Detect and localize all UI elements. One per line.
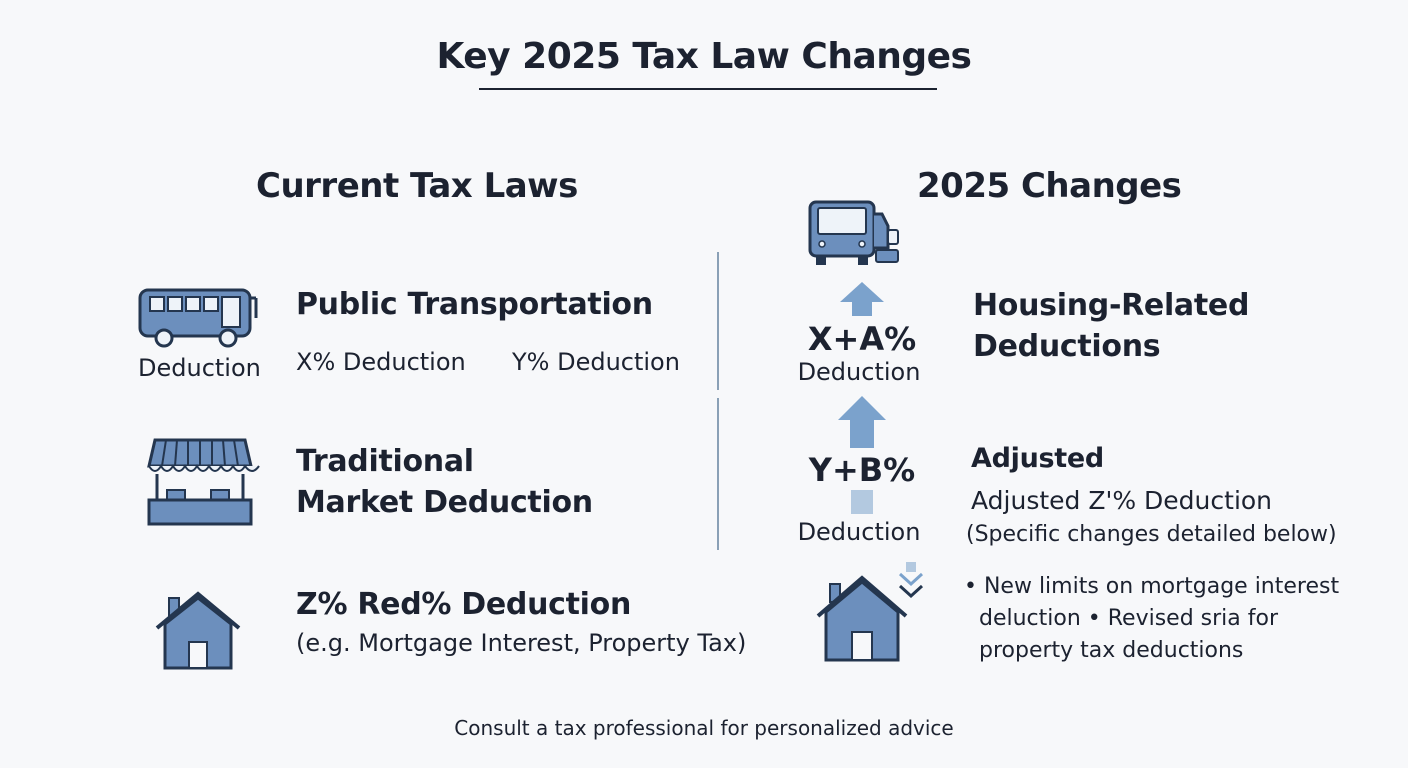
arrow-stem-light (851, 490, 873, 514)
housing-related-heading: Housing-Related Deductions (973, 285, 1249, 367)
y-plus-b-caption: Deduction (797, 518, 921, 546)
bus-icon (138, 288, 258, 348)
housing-changes-line-3: property tax deductions (979, 638, 1244, 663)
x-plus-a-caption: Deduction (797, 358, 921, 386)
housing-related-line-1: Housing-Related (973, 288, 1250, 323)
traditional-market-line-2: Market Deduction (296, 485, 593, 520)
y-deduction-value: Y% Deduction (512, 348, 680, 376)
page-title: Key 2025 Tax Law Changes (436, 36, 972, 77)
housing-changes-line-2: deluction • Revised sria for (979, 606, 1279, 631)
adjusted-z-deduction: Adjusted Z'% Deduction (971, 486, 1273, 515)
market-stall-icon (147, 438, 260, 526)
current-laws-heading: Current Tax Laws (256, 166, 578, 206)
arrow-up-icon (838, 396, 886, 448)
footer-disclaimer: Consult a tax professional for personali… (454, 716, 954, 740)
housing-related-line-2: Deductions (973, 329, 1161, 364)
house-icon (155, 591, 241, 670)
y-plus-b-value: Y+B% (808, 451, 916, 489)
bus-front-icon (808, 200, 899, 265)
changes-heading: 2025 Changes (917, 166, 1182, 206)
x-plus-a-value: X+A% (807, 320, 917, 358)
z-red-deduction-heading: Z% Red% Deduction (296, 587, 632, 622)
public-transportation-heading: Public Transportation (296, 287, 653, 322)
traditional-market-line-1: Traditional (296, 444, 474, 479)
housing-changes-list: • New limits on mortgage interest deluct… (964, 571, 1339, 667)
title-underline (479, 88, 937, 90)
housing-changes-line-1: • New limits on mortgage interest (964, 574, 1340, 599)
traditional-market-heading: Traditional Market Deduction (296, 441, 593, 523)
house-down-icon (816, 562, 924, 662)
changes-note: (Specific changes detailed below) (966, 522, 1337, 547)
mortgage-property-example: (e.g. Mortgage Interest, Property Tax) (296, 629, 747, 657)
arrow-up-icon (840, 282, 884, 316)
x-deduction-value: X% Deduction (296, 348, 466, 376)
column-divider (717, 252, 719, 550)
bus-caption: Deduction (138, 354, 261, 382)
adjusted-heading: Adjusted (971, 443, 1104, 474)
